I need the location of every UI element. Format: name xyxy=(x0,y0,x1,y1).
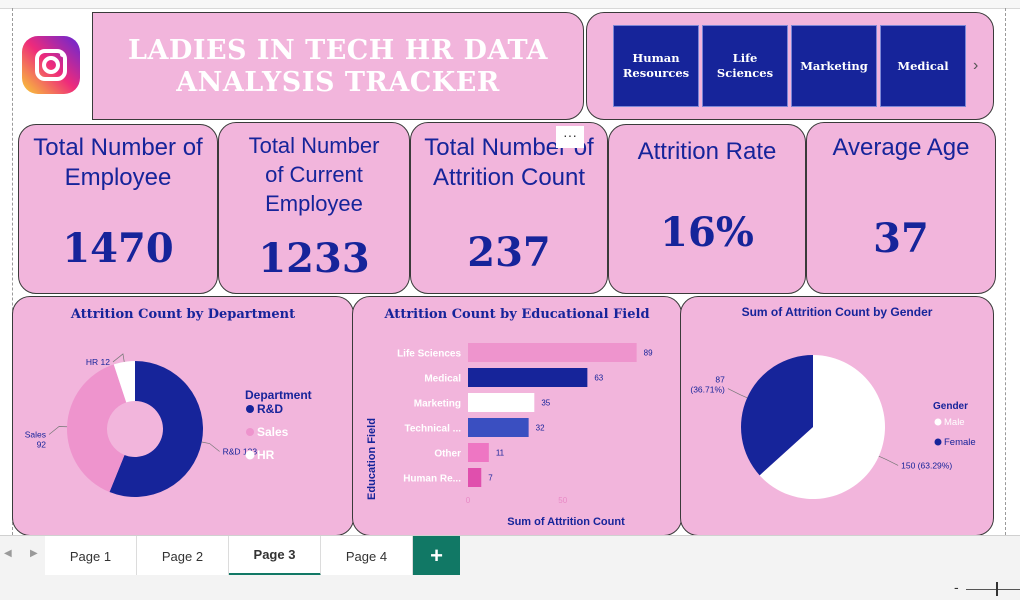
slicer-item-life-sciences[interactable]: Life Sciences xyxy=(702,25,788,107)
leader-line xyxy=(201,441,220,452)
chart-title: Attrition Count by Department xyxy=(70,307,296,322)
tick-label: Technical ... xyxy=(405,424,462,435)
education-field-slicer[interactable]: Human Resources Life Sciences Marketing … xyxy=(586,12,994,120)
tab-page-4[interactable]: Page 4 xyxy=(321,536,413,576)
page-title: LADIES IN TECH HR DATA ANALYSIS TRACKER xyxy=(127,35,549,98)
chevron-right-icon[interactable]: › xyxy=(973,57,979,74)
tick-label: Human Re... xyxy=(403,474,461,485)
donut-slice-rd xyxy=(109,361,203,497)
chart-attrition-by-department[interactable]: Attrition Count by Department R&D 133 Sal… xyxy=(12,296,354,536)
kpi-value: 16% xyxy=(660,209,754,256)
bar-1 xyxy=(468,368,588,387)
legend-entry: HR xyxy=(257,448,275,462)
report-canvas: LADIES IN TECH HR DATA ANALYSIS TRACKER … xyxy=(0,0,1020,536)
zoom-out-button[interactable]: - xyxy=(954,579,959,595)
page-tab-bar: ◀ ▶ Page 1 Page 2 Page 3 Page 4 + xyxy=(0,535,1020,576)
pie-slice-female xyxy=(741,355,813,476)
title-banner: LADIES IN TECH HR DATA ANALYSIS TRACKER xyxy=(92,12,584,120)
leader-line xyxy=(727,388,748,399)
bar-5 xyxy=(468,468,482,487)
top-ruler xyxy=(0,0,1020,9)
tab-page-1[interactable]: Page 1 xyxy=(45,536,137,576)
legend-marker xyxy=(245,450,255,460)
instagram-icon xyxy=(22,36,80,94)
tab-scroll-right-icon[interactable]: ▶ xyxy=(30,548,38,559)
bar-4 xyxy=(468,443,489,462)
tick-label: Other xyxy=(434,449,461,460)
data-label: 63 xyxy=(594,374,603,383)
bar-0 xyxy=(468,343,637,362)
data-label: 150 (63.29%) xyxy=(901,460,952,470)
page-border-right xyxy=(1005,8,1006,535)
page-border-left xyxy=(12,8,13,535)
slicer-item-human-resources[interactable]: Human Resources xyxy=(613,25,699,107)
tick-label: Marketing xyxy=(414,399,461,410)
data-label: 89 xyxy=(644,349,653,358)
kpi-label: Attrition Rate xyxy=(637,138,777,165)
pie-slice-male xyxy=(759,355,885,499)
department-donut-svg: R&D 133 Sales 92 HR 12 Department R&D Sales H… xyxy=(25,353,312,497)
education-bar-svg: Life Sciences 89 Medical 63 Marketing 35 Techn… xyxy=(366,343,653,528)
kpi-current-employee[interactable]: Total Number of Current Employee 1233 xyxy=(218,122,410,294)
chart-title: Attrition Count by Educational Field xyxy=(384,307,650,322)
data-label: R&D 133 xyxy=(223,447,258,457)
kpi-label: Average Age xyxy=(832,134,970,161)
chart-attrition-by-education[interactable]: Attrition Count by Educational Field Lif… xyxy=(352,296,682,536)
kpi-attrition-count[interactable]: Total Number of Attrition Count 237 xyxy=(410,122,608,294)
kpi-value: 1233 xyxy=(258,235,370,282)
kpi-value: 37 xyxy=(873,215,929,262)
data-label: 35 xyxy=(541,399,550,408)
legend-entry: Female xyxy=(944,437,976,448)
chart-title: Sum of Attrition Count by Gender xyxy=(741,305,933,319)
data-label: 32 xyxy=(536,424,545,433)
data-label: 11 xyxy=(496,449,505,458)
bar-2 xyxy=(468,393,535,412)
add-page-button[interactable]: + xyxy=(413,536,460,576)
bar-3 xyxy=(468,418,529,437)
donut-slice-hr xyxy=(113,361,135,403)
kpi-value: 237 xyxy=(467,229,551,276)
legend-entry: Sales xyxy=(257,425,289,439)
zoom-slider-thumb[interactable] xyxy=(996,582,998,596)
x-tick-label: 50 xyxy=(558,496,567,505)
data-label: 87 (36.71%) xyxy=(690,375,725,395)
kpi-average-age[interactable]: Average Age 37 xyxy=(806,122,996,294)
x-tick-label: 0 xyxy=(466,496,471,505)
legend-entry: Male xyxy=(944,417,965,428)
kpi-value: 1470 xyxy=(62,225,174,272)
data-label: HR 12 xyxy=(86,357,110,367)
legend-marker xyxy=(246,405,254,413)
data-label: 7 xyxy=(488,474,493,483)
leader-line xyxy=(48,426,68,435)
leader-line xyxy=(878,455,899,466)
kpi-total-employee[interactable]: Total Number of Employee 1470 xyxy=(18,124,218,294)
tick-label: Life Sciences xyxy=(397,349,461,360)
tab-scroll-left-icon[interactable]: ◀ xyxy=(4,548,12,559)
kpi-label: Total Number of Employee xyxy=(33,134,203,191)
chart-attrition-by-gender[interactable]: Sum of Attrition Count by Gender 150 (63… xyxy=(680,296,994,536)
tab-page-2[interactable]: Page 2 xyxy=(137,536,229,576)
legend-marker xyxy=(934,418,942,426)
legend-entry: R&D xyxy=(257,402,283,416)
status-bar: - xyxy=(0,575,1020,600)
gender-pie-svg: 150 (63.29%) 87 (36.71%) Gender Male Female xyxy=(690,355,976,499)
legend-marker xyxy=(934,438,942,446)
tick-label: Medical xyxy=(424,374,461,385)
legend-title: Gender xyxy=(933,401,968,412)
tab-page-3[interactable]: Page 3 xyxy=(229,536,321,576)
kpi-label: Total Number of Current Employee xyxy=(248,133,380,216)
data-label: Sales 92 xyxy=(25,429,47,449)
more-options-icon[interactable]: ··· xyxy=(556,126,584,148)
donut-slice-sales xyxy=(67,364,127,493)
leader-line xyxy=(112,353,125,363)
kpi-attrition-rate[interactable]: Attrition Rate 16% xyxy=(608,124,806,294)
legend-title: Department xyxy=(245,388,312,402)
zoom-slider[interactable] xyxy=(966,589,1020,590)
y-axis-label: Education Field xyxy=(366,418,378,500)
legend-marker xyxy=(246,428,254,436)
x-axis-label: Sum of Attrition Count xyxy=(507,516,625,528)
slicer-item-marketing[interactable]: Marketing xyxy=(791,25,877,107)
slicer-item-medical[interactable]: Medical xyxy=(880,25,966,107)
